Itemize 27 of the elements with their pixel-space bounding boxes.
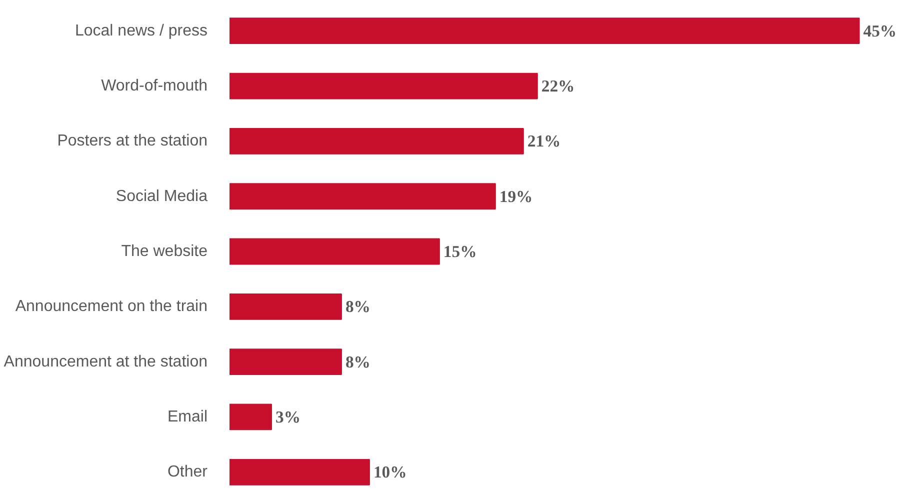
y-tick-label: Other [167,464,208,481]
data-label: 8% [345,352,370,372]
y-tick-label: Announcement on the train [15,298,208,316]
bar [230,458,370,486]
bar [230,404,272,430]
data-label: 21% [527,132,561,151]
y-tick-label: The website [121,243,208,260]
data-label: 10% [373,462,407,482]
bar [230,72,538,100]
bar [230,348,342,376]
bar [230,183,496,210]
data-label: 8% [345,297,370,316]
bar [230,18,860,44]
bar [230,128,524,154]
data-label: 45% [863,21,897,40]
y-tick-label: Word-of-mouth [101,78,208,95]
bar [230,238,440,265]
y-tick-label: Email [167,408,208,426]
data-label: 19% [499,186,533,206]
y-tick-label: Social Media [116,188,208,205]
y-tick-label: Local news / press [74,22,208,40]
data-label: 22% [541,76,575,96]
bar [230,293,342,320]
data-label: 3% [275,407,300,426]
y-tick-label: Posters at the station [57,132,208,150]
y-tick-label: Announcement at the station [4,353,208,370]
data-label: 15% [443,242,477,261]
